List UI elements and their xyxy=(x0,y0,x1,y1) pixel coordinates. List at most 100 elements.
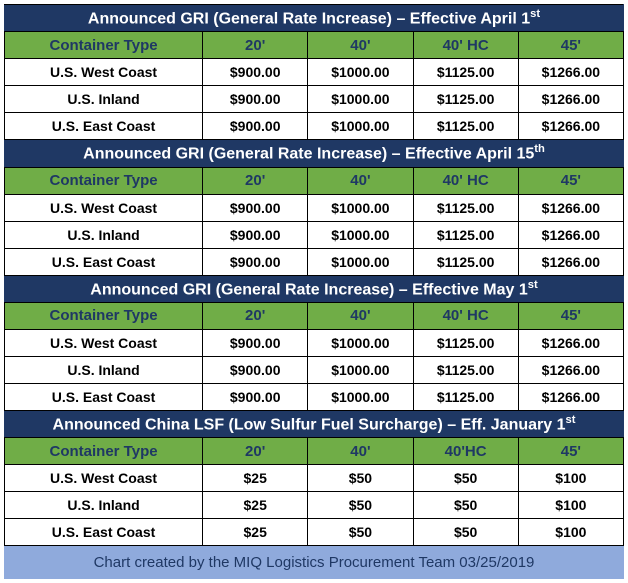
row-label: U.S. Inland xyxy=(5,356,203,383)
section-title-text: Announced GRI (General Rate Increase) – … xyxy=(90,281,527,298)
section-title-suffix: st xyxy=(566,414,576,426)
rate-cell: $1000.00 xyxy=(308,194,413,221)
rate-cell: $900.00 xyxy=(203,248,308,275)
table-row: U.S. Inland$900.00$1000.00$1125.00$1266.… xyxy=(5,221,624,248)
rate-cell: $900.00 xyxy=(203,113,308,140)
rate-cell: $1125.00 xyxy=(413,356,518,383)
footer-text: Chart created by the MIQ Logistics Procu… xyxy=(5,546,624,579)
row-label: U.S. East Coast xyxy=(5,248,203,275)
rate-cell: $50 xyxy=(413,492,518,519)
rate-cell: $1266.00 xyxy=(518,194,623,221)
rate-cell: $1125.00 xyxy=(413,329,518,356)
column-header: Container Type xyxy=(5,302,203,329)
row-label: U.S. Inland xyxy=(5,492,203,519)
column-header-row: Container Type20'40'40' HC45' xyxy=(5,302,624,329)
section-title-text: Announced China LSF (Low Sulfur Fuel Sur… xyxy=(53,416,566,433)
rate-cell: $50 xyxy=(308,492,413,519)
rate-cell: $50 xyxy=(413,465,518,492)
table-row: U.S. Inland$900.00$1000.00$1125.00$1266.… xyxy=(5,356,624,383)
rate-cell: $100 xyxy=(518,492,623,519)
rate-cell: $1000.00 xyxy=(308,356,413,383)
table-row: U.S. East Coast$25$50$50$100 xyxy=(5,519,624,546)
rate-cell: $1266.00 xyxy=(518,329,623,356)
table-row: U.S. West Coast$900.00$1000.00$1125.00$1… xyxy=(5,194,624,221)
table-row: U.S. West Coast$900.00$1000.00$1125.00$1… xyxy=(5,329,624,356)
column-header: 20' xyxy=(203,438,308,465)
column-header-row: Container Type20'40'40' HC45' xyxy=(5,167,624,194)
column-header: 45' xyxy=(518,302,623,329)
column-header: 40' HC xyxy=(413,32,518,59)
section-title-suffix: th xyxy=(534,143,545,155)
rate-cell: $900.00 xyxy=(203,221,308,248)
column-header: 40' xyxy=(308,32,413,59)
column-header: 45' xyxy=(518,167,623,194)
section-title: Announced China LSF (Low Sulfur Fuel Sur… xyxy=(5,410,624,437)
column-header: Container Type xyxy=(5,438,203,465)
section-title-suffix: st xyxy=(528,279,538,291)
row-label: U.S. West Coast xyxy=(5,59,203,86)
rate-cell: $1125.00 xyxy=(413,221,518,248)
table-row: U.S. East Coast$900.00$1000.00$1125.00$1… xyxy=(5,113,624,140)
section-title: Announced GRI (General Rate Increase) – … xyxy=(5,5,624,32)
rate-cell: $900.00 xyxy=(203,329,308,356)
row-label: U.S. Inland xyxy=(5,86,203,113)
column-header: 40' xyxy=(308,302,413,329)
rate-table: Announced GRI (General Rate Increase) – … xyxy=(4,4,624,579)
rate-cell: $900.00 xyxy=(203,383,308,410)
rate-cell: $1125.00 xyxy=(413,383,518,410)
section-title-suffix: st xyxy=(530,8,540,20)
column-header: 40' HC xyxy=(413,167,518,194)
table-row: U.S. East Coast$900.00$1000.00$1125.00$1… xyxy=(5,383,624,410)
rate-cell: $1000.00 xyxy=(308,248,413,275)
column-header: 40' xyxy=(308,167,413,194)
rate-cell: $100 xyxy=(518,465,623,492)
section-title-row: Announced GRI (General Rate Increase) – … xyxy=(5,275,624,302)
rate-cell: $50 xyxy=(308,465,413,492)
rate-cell: $25 xyxy=(203,519,308,546)
section-title-text: Announced GRI (General Rate Increase) – … xyxy=(83,146,534,163)
row-label: U.S. East Coast xyxy=(5,113,203,140)
rate-cell: $100 xyxy=(518,519,623,546)
rate-cell: $1000.00 xyxy=(308,113,413,140)
rate-cell: $1000.00 xyxy=(308,329,413,356)
rate-cell: $900.00 xyxy=(203,356,308,383)
rate-cell: $1000.00 xyxy=(308,221,413,248)
rate-cell: $900.00 xyxy=(203,59,308,86)
rate-cell: $1266.00 xyxy=(518,383,623,410)
rate-cell: $1266.00 xyxy=(518,248,623,275)
column-header: 20' xyxy=(203,32,308,59)
row-label: U.S. West Coast xyxy=(5,194,203,221)
rate-cell: $1125.00 xyxy=(413,86,518,113)
column-header: 40'HC xyxy=(413,438,518,465)
section-title-row: Announced GRI (General Rate Increase) – … xyxy=(5,140,624,167)
rate-cell: $25 xyxy=(203,465,308,492)
column-header: 45' xyxy=(518,438,623,465)
rate-cell: $1000.00 xyxy=(308,86,413,113)
column-header: 40' HC xyxy=(413,302,518,329)
rate-cell: $1266.00 xyxy=(518,356,623,383)
column-header: 20' xyxy=(203,167,308,194)
column-header-row: Container Type20'40'40' HC45' xyxy=(5,32,624,59)
column-header-row: Container Type20'40'40'HC45' xyxy=(5,438,624,465)
column-header: 40' xyxy=(308,438,413,465)
footer-row: Chart created by the MIQ Logistics Procu… xyxy=(5,546,624,579)
column-header: 45' xyxy=(518,32,623,59)
rate-cell: $1125.00 xyxy=(413,113,518,140)
rate-cell: $1125.00 xyxy=(413,194,518,221)
row-label: U.S. East Coast xyxy=(5,519,203,546)
column-header: 20' xyxy=(203,302,308,329)
row-label: U.S. West Coast xyxy=(5,465,203,492)
rate-cell: $1266.00 xyxy=(518,113,623,140)
rate-cell: $25 xyxy=(203,492,308,519)
rate-cell: $900.00 xyxy=(203,86,308,113)
rate-cell: $1000.00 xyxy=(308,59,413,86)
section-title: Announced GRI (General Rate Increase) – … xyxy=(5,140,624,167)
table-row: U.S. Inland$900.00$1000.00$1125.00$1266.… xyxy=(5,86,624,113)
rate-cell: $1266.00 xyxy=(518,86,623,113)
rate-cell: $1266.00 xyxy=(518,221,623,248)
table-row: U.S. Inland$25$50$50$100 xyxy=(5,492,624,519)
rate-cell: $1125.00 xyxy=(413,248,518,275)
rate-cell: $1000.00 xyxy=(308,383,413,410)
table-row: U.S. West Coast$900.00$1000.00$1125.00$1… xyxy=(5,59,624,86)
column-header: Container Type xyxy=(5,167,203,194)
